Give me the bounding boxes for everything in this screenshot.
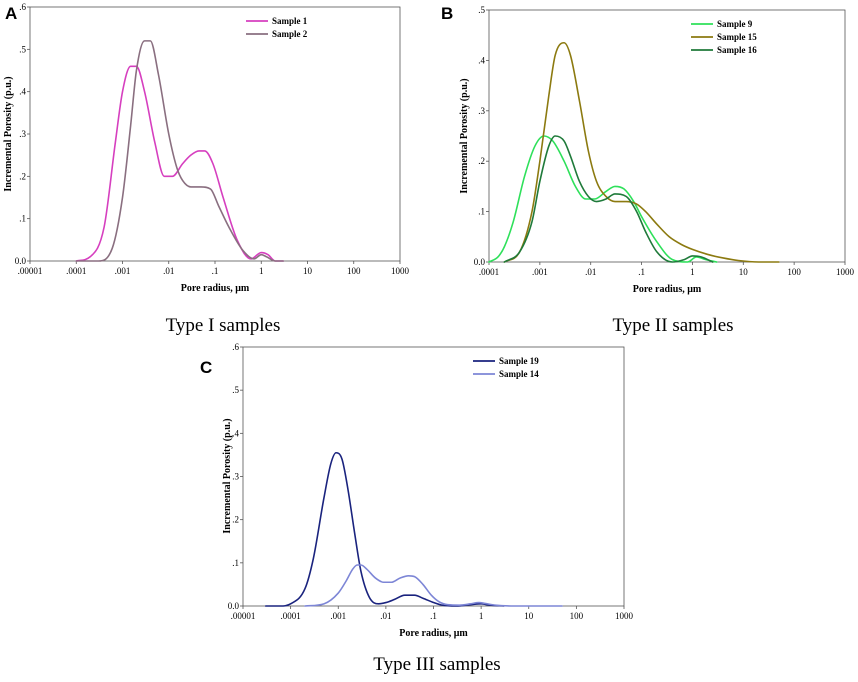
legend: Sample 9 Sample 15 Sample 16 bbox=[691, 19, 757, 55]
y-tick-label: .3 bbox=[478, 106, 485, 116]
x-tick-label: .00001 bbox=[231, 611, 256, 621]
x-tick-label: .1 bbox=[638, 267, 645, 277]
y-axis-title: Incremental Porosity (p.u.) bbox=[222, 418, 233, 533]
legend-label: Sample 19 bbox=[499, 356, 539, 366]
y-tick-label: .3 bbox=[232, 472, 239, 482]
legend-label: Sample 16 bbox=[717, 45, 757, 55]
legend-label: Sample 9 bbox=[717, 19, 753, 29]
x-tick-label: .0001 bbox=[479, 267, 499, 277]
y-tick-label: .2 bbox=[19, 171, 26, 181]
panel-letter: A bbox=[5, 4, 17, 23]
y-tick-label: .1 bbox=[478, 207, 485, 217]
y-axis-title: Incremental Porosity (p.u.) bbox=[3, 76, 14, 191]
x-tick-label: 1000 bbox=[836, 267, 855, 277]
x-axis-title: Pore radius, μm bbox=[633, 284, 702, 295]
series-line-sample-19 bbox=[264, 451, 505, 607]
x-tick-label: .01 bbox=[585, 267, 596, 277]
legend: Sample 1 Sample 2 bbox=[246, 16, 308, 39]
x-tick-label: 10 bbox=[524, 611, 534, 621]
panel-letter: C bbox=[200, 358, 212, 377]
plot-frame bbox=[242, 346, 625, 607]
panel-caption: Type I samples bbox=[166, 315, 281, 336]
panel-caption: Type II samples bbox=[612, 315, 733, 336]
legend-label: Sample 14 bbox=[499, 369, 539, 379]
series-line-sample-2 bbox=[75, 40, 285, 262]
plot-frame bbox=[488, 9, 846, 263]
y-tick-label: .3 bbox=[19, 129, 26, 139]
legend-label: Sample 2 bbox=[272, 29, 308, 39]
y-tick-label: 0.0 bbox=[474, 257, 486, 267]
plot-frame bbox=[29, 6, 401, 262]
x-tick-label: 1000 bbox=[391, 266, 410, 276]
chart-panel-b: .0001 .001 .01 .1 1 10 100 1000 0.0 .1 .2 .3 .4 .5 Por… bbox=[441, 4, 855, 336]
y-tick-label: 0.0 bbox=[15, 256, 27, 266]
series-line-sample-14 bbox=[304, 564, 563, 607]
x-tick-label: 100 bbox=[347, 266, 361, 276]
y-tick-label: .2 bbox=[232, 515, 239, 525]
x-tick-label: 100 bbox=[570, 611, 584, 621]
y-tick-label: .1 bbox=[232, 558, 239, 568]
y-tick-label: .6 bbox=[232, 342, 239, 352]
x-tick-label: 1 bbox=[690, 267, 695, 277]
x-tick-label: .01 bbox=[380, 611, 391, 621]
x-tick-label: 100 bbox=[787, 267, 801, 277]
y-tick-label: 0.0 bbox=[228, 601, 240, 611]
x-tick-label: 10 bbox=[303, 266, 313, 276]
y-tick-label: .4 bbox=[478, 55, 485, 65]
x-tick-label: .001 bbox=[330, 611, 346, 621]
x-tick-label: 1 bbox=[479, 611, 484, 621]
panel-caption: Type III samples bbox=[373, 654, 500, 675]
y-tick-label: .6 bbox=[19, 2, 26, 12]
y-tick-label: .4 bbox=[19, 87, 26, 97]
x-tick-label: .001 bbox=[532, 267, 548, 277]
y-tick-label: .5 bbox=[19, 44, 26, 54]
y-tick-label: .2 bbox=[478, 156, 485, 166]
chart-panel-c: .00001 .0001 .001 .01 .1 1 10 100 1000 0.0 .1 .2 .3.… bbox=[200, 342, 634, 675]
panel-letter: B bbox=[441, 4, 453, 23]
x-tick-label: 10 bbox=[739, 267, 749, 277]
x-tick-label: .00001 bbox=[18, 266, 43, 276]
x-tick-label: .0001 bbox=[281, 611, 301, 621]
x-tick-label: .1 bbox=[430, 611, 437, 621]
series-line-sample-15 bbox=[503, 41, 780, 263]
legend-label: Sample 1 bbox=[272, 16, 308, 26]
y-tick-label: .1 bbox=[19, 214, 26, 224]
legend-label: Sample 15 bbox=[717, 32, 757, 42]
x-tick-label: .001 bbox=[115, 266, 131, 276]
x-tick-label: .1 bbox=[212, 266, 219, 276]
legend: Sample 19 Sample 14 bbox=[473, 356, 539, 379]
series-line-sample-1 bbox=[75, 65, 285, 262]
y-tick-label: .4 bbox=[232, 428, 239, 438]
y-tick-label: .5 bbox=[478, 5, 485, 15]
x-axis-title: Pore radius, μm bbox=[399, 628, 468, 639]
x-tick-label: .01 bbox=[163, 266, 174, 276]
series-line-sample-16 bbox=[503, 135, 714, 263]
chart-panel-a: .00001 .0001 .001 .01 .1 1 10 100 1000 0.0 .1 .2 .3.… bbox=[3, 2, 410, 336]
x-tick-label: 1 bbox=[259, 266, 264, 276]
x-tick-label: .0001 bbox=[66, 266, 86, 276]
y-tick-label: .5 bbox=[232, 385, 239, 395]
x-axis-title: Pore radius, μm bbox=[181, 283, 250, 294]
x-tick-label: 1000 bbox=[615, 611, 634, 621]
y-axis-title: Incremental Porosity (p.u.) bbox=[459, 78, 470, 193]
